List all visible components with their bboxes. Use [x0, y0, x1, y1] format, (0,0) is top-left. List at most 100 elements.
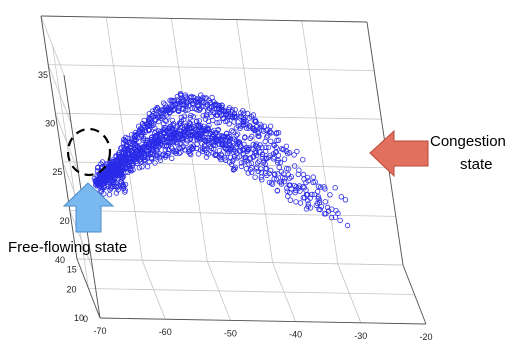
data-point [138, 145, 145, 152]
data-point [244, 110, 250, 117]
data-point [225, 147, 231, 153]
data-point [176, 105, 182, 111]
data-point [119, 165, 125, 171]
data-point [160, 151, 166, 157]
data-point [231, 153, 238, 160]
data-point [132, 136, 139, 142]
z-tick-label: 15 [67, 264, 77, 274]
data-point [91, 175, 98, 182]
x-tick-label: -50 [224, 328, 237, 338]
data-point [287, 175, 293, 181]
data-point [342, 197, 349, 203]
data-point [137, 125, 144, 131]
axis-edge [40, 15, 78, 260]
x-tick-label: -70 [93, 326, 106, 336]
data-point [172, 148, 179, 154]
data-point [260, 160, 266, 166]
data-point [255, 168, 261, 175]
data-point [241, 121, 247, 128]
data-point [259, 154, 266, 160]
data-point [212, 101, 218, 107]
z-tick-label: 25 [52, 167, 62, 177]
data-point [194, 102, 201, 109]
data-point [119, 175, 125, 181]
data-point [310, 174, 316, 180]
data-point [271, 154, 277, 160]
data-point [190, 100, 196, 106]
data-point [324, 204, 331, 211]
gridline-floor-y [88, 288, 415, 295]
data-point [197, 97, 203, 103]
data-point [212, 136, 219, 142]
data-point [214, 120, 220, 126]
data-point [267, 129, 273, 136]
data-point [129, 147, 135, 154]
data-point [171, 106, 177, 113]
data-point [179, 144, 185, 151]
data-point [144, 121, 150, 128]
data-point [286, 182, 292, 188]
y-tick-label: 0 [83, 314, 88, 324]
data-point [233, 125, 240, 131]
data-point [259, 144, 265, 151]
data-point [230, 129, 236, 135]
data-point [220, 134, 226, 141]
data-point [242, 134, 248, 140]
z-tick-label: 35 [38, 70, 48, 80]
data-point [184, 96, 190, 102]
data-point [114, 168, 120, 175]
data-point [100, 176, 106, 182]
data-point [115, 157, 121, 164]
data-point [275, 129, 282, 136]
data-point [120, 181, 126, 188]
data-point [140, 150, 146, 157]
data-point [316, 199, 323, 206]
data-point [172, 136, 178, 142]
data-point [300, 183, 306, 190]
data-point [255, 130, 261, 136]
data-point [144, 163, 151, 170]
congestion-label-line2: state [460, 156, 493, 173]
data-point [287, 197, 294, 203]
data-point [296, 167, 302, 173]
data-point [163, 132, 169, 139]
data-point [198, 131, 205, 137]
free-flow-arrow-icon [62, 182, 115, 233]
data-point [156, 138, 162, 144]
congestion-arrow-icon [369, 129, 429, 178]
data-point [122, 187, 128, 193]
data-point [268, 180, 275, 186]
data-point [133, 156, 139, 163]
data-point [199, 103, 206, 110]
data-point [323, 210, 329, 217]
data-point [209, 94, 215, 101]
data-point [203, 113, 209, 119]
data-point [153, 152, 159, 159]
data-point [262, 148, 269, 155]
data-point [276, 164, 282, 171]
data-point [177, 136, 184, 142]
data-point [131, 136, 137, 143]
data-point [203, 95, 209, 101]
data-point [233, 144, 239, 150]
data-point [288, 174, 294, 180]
data-point [101, 180, 108, 186]
data-point [326, 208, 332, 214]
data-point [221, 133, 227, 140]
data-point [145, 126, 152, 133]
data-point [109, 159, 115, 166]
data-point [109, 157, 116, 163]
data-point [159, 113, 166, 120]
data-point [236, 139, 243, 145]
data-point [202, 137, 208, 143]
data-point [171, 129, 177, 135]
gridline-floor-y [76, 258, 404, 266]
data-point [300, 171, 307, 178]
data-point [113, 183, 119, 189]
data-point [206, 137, 212, 143]
data-point [294, 148, 300, 155]
data-point [332, 184, 338, 191]
data-point [327, 192, 333, 198]
data-point [314, 188, 321, 195]
